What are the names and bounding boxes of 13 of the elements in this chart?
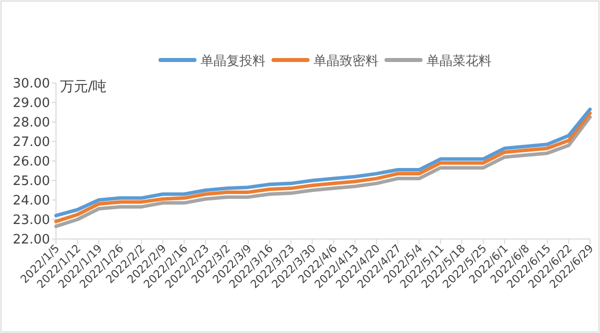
y-tick-label: 29.00 xyxy=(12,96,50,111)
y-tick-label: 24.00 xyxy=(12,194,50,208)
y-tick-label: 26.00 xyxy=(12,154,50,170)
y-tick-label: 28.00 xyxy=(12,116,50,130)
y-tick-label: 30.00 xyxy=(12,76,50,92)
y-tick-label: 27.00 xyxy=(12,135,50,150)
y-axis-title: 万元/吨 xyxy=(60,79,107,95)
y-tick-label: 22.00 xyxy=(12,232,50,248)
y-tick-label: 23.00 xyxy=(12,213,50,228)
legend-label: 单晶复投料 xyxy=(200,54,266,69)
legend-label: 单晶致密料 xyxy=(314,54,378,69)
legend-label: 单晶菜花料 xyxy=(426,54,492,69)
y-tick-label: 25.00 xyxy=(12,174,50,189)
